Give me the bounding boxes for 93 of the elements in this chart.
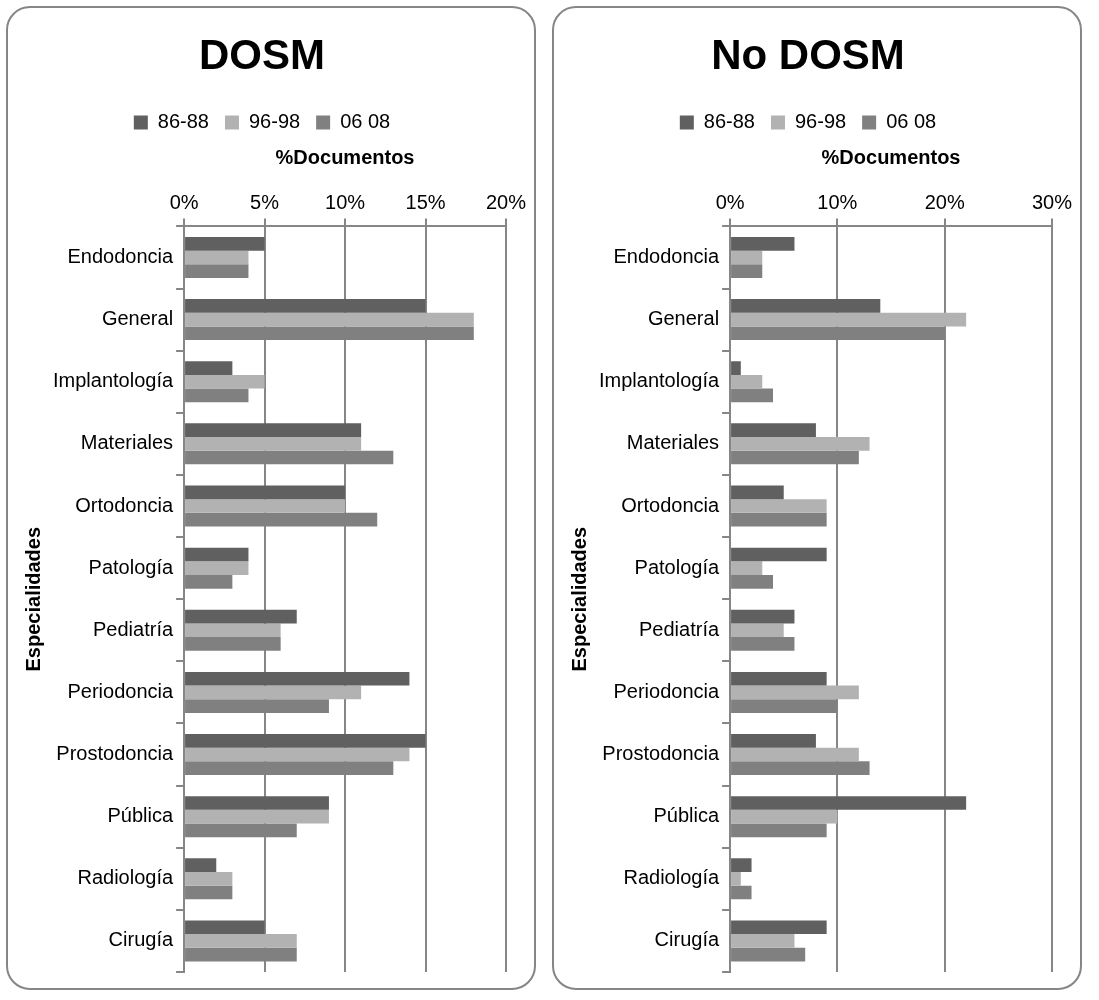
bar	[731, 547, 827, 562]
legend-label: 86-88	[703, 109, 755, 132]
bar	[185, 499, 346, 513]
bar	[185, 809, 329, 824]
bar	[731, 809, 838, 824]
y-tick-label: Ortodoncia	[75, 493, 174, 516]
bar	[731, 871, 741, 886]
y-tick-label: Cirugía	[108, 928, 174, 951]
bar	[185, 920, 265, 935]
bar	[185, 547, 249, 562]
bar	[731, 437, 870, 451]
bar	[185, 609, 297, 624]
bar	[731, 361, 741, 375]
x-axis-title: %Documentos	[821, 145, 961, 168]
x-tick-label: 15%	[405, 190, 446, 213]
bar	[731, 250, 763, 265]
legend-label: 86-88	[157, 109, 209, 132]
bar	[185, 250, 249, 265]
y-tick-label: Patología	[634, 555, 720, 578]
y-tick-label: Pediatría	[93, 617, 174, 640]
y-tick-label: Prostodoncia	[602, 742, 720, 765]
y-tick-label: Ortodoncia	[621, 493, 720, 516]
y-tick-label: Cirugía	[654, 928, 720, 951]
legend-label: 06 08	[886, 109, 937, 132]
bar	[731, 499, 827, 513]
bar	[185, 685, 362, 700]
bar	[185, 734, 426, 748]
chart-title: DOSM	[199, 30, 325, 78]
y-tick-label: Radiología	[77, 866, 174, 889]
x-axis-title: %Documentos	[275, 145, 415, 168]
y-tick-label: Pública	[653, 804, 720, 827]
bar	[185, 423, 362, 438]
bar	[731, 796, 967, 810]
y-tick-label: Prostodoncia	[56, 742, 174, 765]
x-tick-label: 10%	[817, 190, 858, 213]
bar	[731, 236, 795, 251]
bar	[185, 561, 249, 575]
y-tick-label: Periodoncia	[613, 679, 720, 702]
legend-label: 96-98	[248, 109, 301, 132]
bar	[185, 747, 410, 762]
x-tick-label: 0%	[715, 190, 745, 213]
bar	[185, 485, 346, 500]
x-tick-label: 0%	[169, 190, 199, 213]
x-tick-label: 20%	[485, 190, 527, 213]
bar	[185, 671, 410, 686]
y-axis-title: Especialidades	[567, 526, 590, 672]
bar	[731, 747, 859, 762]
y-tick-label: Endodoncia	[613, 244, 720, 267]
bar	[731, 685, 859, 700]
bar	[731, 934, 795, 948]
y-tick-label: Implantología	[599, 369, 720, 392]
bar	[731, 858, 752, 872]
y-axis-title: Especialidades	[21, 526, 44, 672]
y-tick-label: General	[101, 307, 174, 330]
y-tick-label: Materiales	[626, 431, 720, 454]
bar	[185, 623, 281, 638]
legend-label: 06 08	[340, 109, 391, 132]
bar	[185, 374, 265, 389]
y-tick-label: Pediatría	[639, 617, 720, 640]
bar	[185, 858, 217, 872]
bar	[731, 374, 763, 389]
bar	[731, 561, 763, 575]
x-tick-label: 30%	[1031, 190, 1073, 213]
y-tick-label: Endodoncia	[67, 244, 174, 267]
bar	[185, 934, 297, 948]
chart-title: No DOSM	[711, 30, 905, 78]
y-tick-label: General	[647, 307, 720, 330]
y-tick-label: Periodoncia	[67, 679, 174, 702]
bar	[185, 312, 474, 327]
bar	[731, 299, 881, 313]
bar	[185, 236, 265, 251]
y-tick-label: Materiales	[80, 431, 174, 454]
bar	[731, 312, 967, 327]
x-tick-label: 5%	[250, 190, 280, 213]
y-tick-label: Pública	[107, 804, 174, 827]
bar	[185, 871, 233, 886]
y-tick-label: Patología	[88, 555, 174, 578]
y-tick-label: Implantología	[53, 369, 174, 392]
bar	[731, 734, 816, 748]
bar	[185, 361, 233, 375]
bar	[185, 299, 426, 313]
bar	[185, 796, 329, 810]
bar	[731, 671, 827, 686]
bar	[731, 423, 816, 438]
y-tick-label: Radiología	[623, 866, 720, 889]
bar	[731, 609, 795, 624]
legend-label: 96-98	[794, 109, 847, 132]
bar	[731, 920, 827, 935]
x-tick-label: 10%	[325, 190, 366, 213]
bar	[185, 437, 362, 451]
x-tick-label: 20%	[924, 190, 965, 213]
bar	[731, 623, 784, 638]
bar	[731, 485, 784, 500]
